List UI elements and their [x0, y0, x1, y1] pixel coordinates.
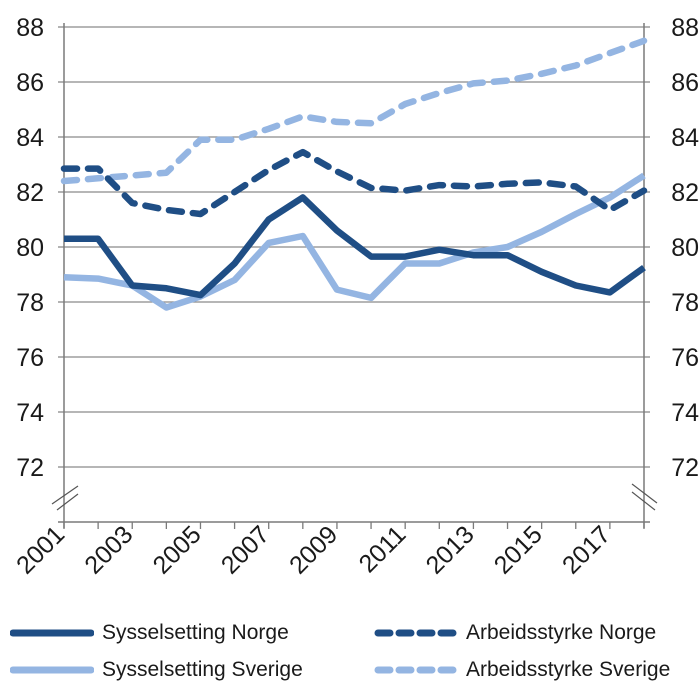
line-chart: 72 72 74 74 76 76 78 78 80 80 82 82 84 84 86 86 88 88 2001…: [11, 14, 699, 580]
x-tick-label: 2005: [148, 520, 207, 579]
y-tick-label-left: 82: [16, 179, 44, 207]
y-tick-label-right: 80: [671, 234, 699, 262]
series-sysselsetting-norge: [64, 194, 646, 299]
legend-label: Sysselsetting Sverige: [102, 658, 303, 681]
x-tick-label: 2009: [284, 520, 343, 579]
y-tick-label-right: 86: [671, 69, 699, 97]
x-tick-label: 2011: [354, 520, 412, 578]
y-tick-label-left: 78: [16, 289, 44, 317]
x-tick-label: 2007: [216, 520, 275, 579]
y-tick-label-right: 72: [671, 454, 699, 482]
y-tick-label-right: 84: [671, 124, 699, 152]
y-tick-label-right: 78: [671, 289, 699, 317]
x-tick-label: 2015: [489, 520, 548, 579]
axes: [51, 23, 658, 529]
legend-swatch-dashed-light: [374, 666, 458, 674]
y-tick-label-left: 74: [16, 399, 44, 427]
legend-item-arbeidsstyrke-norge[interactable]: Arbeidsstyrke Norge: [374, 616, 656, 650]
series-lines: [60, 37, 648, 311]
x-tick-label: 2001: [11, 520, 70, 579]
legend-swatch-dashed-dark: [374, 629, 458, 637]
series-sysselsetting-sverige: [63, 172, 646, 311]
x-tick-label: 2003: [79, 520, 138, 579]
legend-item-sysselsetting-norge[interactable]: Sysselsetting Norge: [10, 616, 289, 650]
axis-break-right: [631, 491, 656, 511]
legend-swatch-solid-dark: [10, 629, 94, 637]
y-tick-label-right: 76: [671, 344, 699, 372]
series-arbeidsstyrke-norge: [60, 148, 648, 218]
legend-item-sysselsetting-sverige[interactable]: Sysselsetting Sverige: [10, 653, 303, 687]
y-tick-label-right: 82: [671, 179, 699, 207]
y-tick-label-left: 76: [16, 344, 44, 372]
y-tick-label-right: 74: [671, 399, 699, 427]
legend: Sysselsetting Norge Arbeidsstyrke Norge …: [0, 612, 700, 692]
y-tick-label-right: 88: [671, 14, 699, 42]
legend-label: Sysselsetting Norge: [102, 621, 289, 644]
legend-label: Arbeidsstyrke Sverige: [466, 658, 671, 681]
legend-swatch-solid-light: [10, 666, 94, 674]
legend-label: Arbeidsstyrke Norge: [466, 621, 657, 644]
axis-break-right: [631, 483, 658, 504]
y-tick-label-left: 84: [16, 124, 44, 152]
axis-break-left: [51, 485, 79, 505]
x-tick-label: 2017: [557, 520, 616, 579]
y-tick-label-left: 80: [16, 234, 44, 262]
legend-item-arbeidsstyrke-sverige[interactable]: Arbeidsstyrke Sverige: [374, 653, 670, 687]
axis-break-left: [56, 493, 79, 511]
series-arbeidsstyrke-sverige: [60, 37, 648, 185]
y-tick-label-left: 72: [16, 454, 44, 482]
y-tick-label-left: 88: [16, 14, 44, 42]
x-tick-label: 2013: [421, 520, 480, 579]
y-tick-label-left: 86: [16, 69, 44, 97]
